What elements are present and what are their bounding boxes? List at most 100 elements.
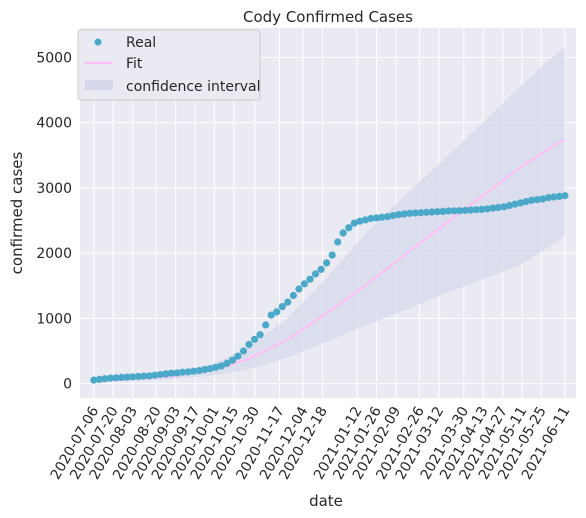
real-data-point [561,192,569,200]
real-data-point [317,265,325,273]
real-data-point [106,374,115,382]
real-data-point [400,210,408,218]
real-data-point [528,196,536,204]
real-data-point [256,331,264,339]
real-data-point [345,224,353,232]
y-tick-label: 1000 [36,311,72,327]
real-data-point [228,356,236,364]
real-data-point [339,229,347,237]
legend-box [77,29,261,101]
real-data-point [367,214,375,223]
real-data-point [173,369,181,377]
real-data-point [555,192,564,200]
real-data-point [533,196,541,204]
real-data-point [112,374,120,382]
real-data-point [217,362,225,370]
real-data-point [544,194,552,202]
y-tick-label: 0 [63,377,72,393]
real-data-point [483,205,491,213]
real-data-point [273,308,281,316]
real-data-point [417,209,425,217]
real-data-point [323,259,331,267]
real-data-point [311,270,320,278]
real-data-point [494,203,502,212]
real-data-point [162,370,170,378]
real-data-point [467,206,475,214]
real-data-point [489,204,497,212]
real-data-point [129,373,137,381]
legend-real-label: Real [126,35,156,51]
real-data-point [300,280,308,288]
real-data-point [295,285,303,293]
real-data-point [278,303,286,311]
y-tick-labels: 0 1000 2000 3000 4000 5000 [36,50,72,392]
real-data-point [306,275,314,283]
real-data-point [134,372,142,381]
real-data-point [500,203,508,211]
real-data-point [245,340,253,349]
y-tick-label: 2000 [36,246,72,262]
real-data-point [262,321,270,329]
real-data-point [395,211,403,219]
real-data-point [101,375,109,383]
real-data-point [433,208,442,216]
real-data-point [439,207,447,215]
real-data-point [140,372,148,380]
real-data-point [539,195,547,203]
real-data-point [95,375,103,383]
real-data-point [384,213,392,221]
real-data-point [422,208,430,216]
real-data-point [284,298,292,306]
real-data-point [206,365,214,373]
legend-band-swatch [85,80,113,90]
real-data-point [472,206,480,214]
real-data-point [118,373,126,381]
real-data-point [239,347,248,355]
legend-band-label: confidence interval [126,79,260,95]
real-data-point [461,206,469,214]
real-data-point [517,199,525,207]
real-data-point [151,371,159,379]
real-data-point [190,367,198,375]
real-data-point [167,369,175,377]
real-data-point [356,217,364,225]
real-data-point [267,311,275,319]
x-tick-labels: 2020-07-062020-07-202020-08-032020-08-20… [48,404,574,483]
real-data-point [361,216,369,224]
real-data-point [195,367,203,375]
real-data-point [178,368,187,376]
real-data-point [406,209,414,217]
legend-fit-label: Fit [126,56,143,72]
y-axis-label: confirmed cases [8,151,26,274]
real-data-point [389,212,397,220]
y-tick-label: 4000 [36,116,72,132]
real-data-point [223,359,231,367]
confidence-band-layer [93,47,565,382]
real-data-point [456,207,464,215]
real-data-point [289,291,297,300]
real-data-point [478,205,486,213]
real-data-point [450,207,458,215]
real-data-point [145,372,153,380]
real-data-point [550,193,558,201]
real-data-point [444,207,453,215]
real-data-point [234,352,242,360]
legend-real-marker [94,38,102,46]
real-data-point [123,373,131,381]
real-data-point [522,198,530,206]
real-data-point [505,201,514,210]
chart-title: Cody Confirmed Cases [243,8,413,26]
real-points-layer [90,192,569,384]
real-data-point [90,376,98,384]
real-data-point [156,370,164,379]
real-data-point [201,366,209,374]
y-tick-label: 5000 [36,50,72,66]
y-tick-label: 3000 [36,181,72,197]
real-data-point [334,238,342,246]
real-data-point [411,209,419,217]
real-data-point [251,335,259,343]
real-data-point [511,200,519,208]
real-data-point [428,208,436,216]
real-data-point [212,363,220,371]
